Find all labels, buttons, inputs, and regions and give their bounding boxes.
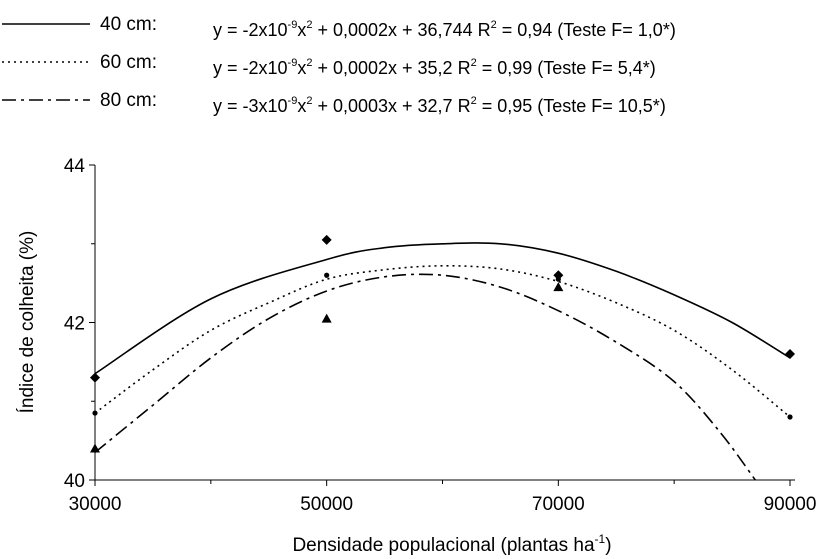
data-point-2 (321, 313, 332, 323)
y-tick-label: 42 (64, 314, 85, 335)
data-point-1 (787, 414, 793, 420)
legend-label-2: 80 cm: (100, 90, 157, 111)
data-point-2 (553, 282, 564, 292)
data-point-0 (553, 270, 564, 281)
series-curve-1 (95, 264, 791, 418)
x-axis-label: Densidade populacional (plantas ha-1) (292, 532, 611, 556)
data-points (90, 234, 795, 453)
axes (94, 165, 795, 481)
legend-label-1: 60 cm: (100, 52, 157, 73)
x-ticks: 30000 50000 70000 90000 (69, 480, 817, 515)
y-ticks: 40 42 44 (64, 156, 95, 492)
series-curves (95, 242, 791, 480)
data-point-1 (324, 272, 330, 278)
data-point-2 (90, 443, 100, 453)
data-point-0 (785, 349, 795, 359)
equation-1: y = -2x10-9x2 + 0,0002x + 35,2 R2 = 0,99… (213, 57, 656, 78)
series-curve-2 (95, 273, 756, 480)
equation-0: y = -2x10-9x2 + 0,0002x + 36,744 R2 = 0,… (213, 19, 676, 40)
equation-2: y = -3x10-9x2 + 0,0003x + 32,7 R2 = 0,95… (213, 95, 666, 116)
series-curve-0 (95, 242, 791, 375)
legend: 40 cm: y = -2x10-9x2 + 0,0002x + 36,744 R… (2, 14, 676, 116)
x-tick-label: 70000 (532, 494, 585, 515)
y-tick-label: 40 (64, 471, 85, 492)
x-tick-label: 50000 (300, 494, 353, 515)
x-tick-label: 90000 (764, 494, 817, 515)
y-tick-label: 44 (64, 156, 86, 177)
data-point-1 (555, 276, 561, 282)
y-axis-label: Índice de colheita (%) (17, 231, 38, 414)
data-point-1 (92, 410, 98, 416)
data-point-0 (321, 234, 332, 245)
legend-label-0: 40 cm: (100, 14, 157, 35)
data-point-0 (90, 372, 100, 383)
x-tick-label: 30000 (69, 494, 122, 515)
